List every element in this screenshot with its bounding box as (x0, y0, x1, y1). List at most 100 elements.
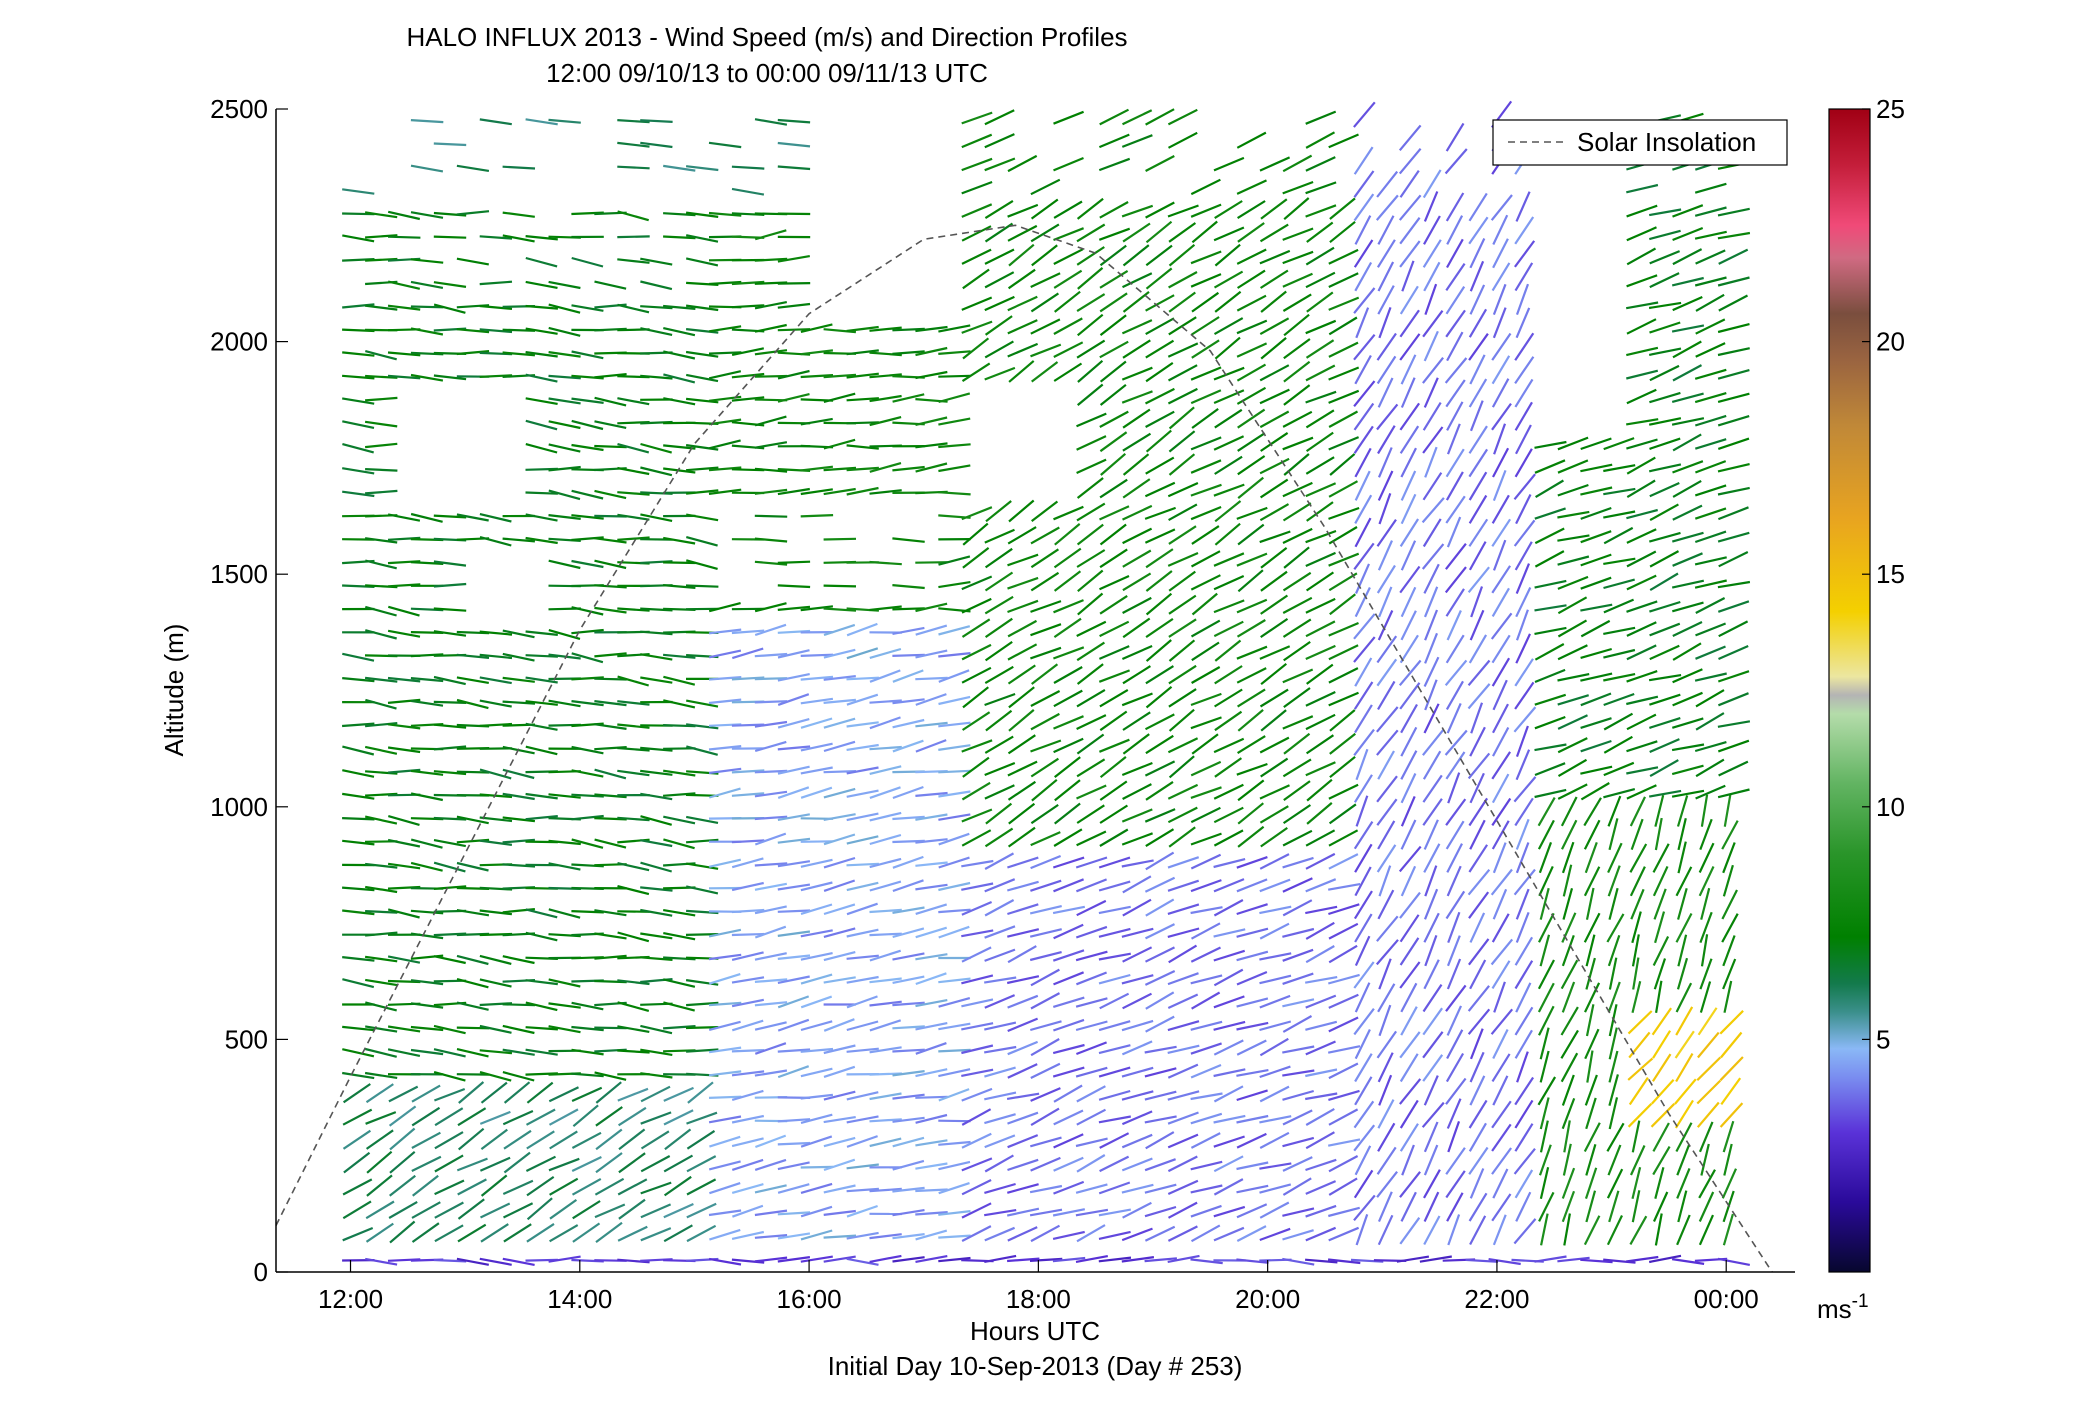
wind-barb (1214, 290, 1242, 313)
wind-barb (342, 490, 375, 498)
wind-barb (1305, 921, 1335, 940)
wind-barb (777, 118, 811, 124)
wind-barb (1354, 704, 1373, 734)
wind-barb (961, 296, 993, 311)
wind-barb (1121, 1183, 1154, 1194)
wind-barb (1328, 1089, 1360, 1101)
wind-barb (1563, 1213, 1571, 1246)
wind-barb (1305, 761, 1336, 777)
wind-barb (1399, 1053, 1419, 1083)
wind-barb (1353, 193, 1375, 222)
wind-barb (1306, 291, 1334, 313)
wind-barb (731, 629, 765, 635)
wind-barb (1469, 959, 1487, 990)
wind-barb (1305, 551, 1336, 568)
wind-barb (1121, 134, 1153, 148)
wind-barb (1236, 1089, 1268, 1102)
wind-barb (1626, 574, 1657, 591)
wind-barb (915, 649, 948, 659)
wind-barb (548, 303, 581, 314)
wind-barb (1283, 687, 1311, 708)
wind-barb (754, 925, 787, 939)
wind-barb (1671, 743, 1705, 752)
wind-barb (685, 444, 719, 451)
wind-barb (548, 374, 581, 380)
wind-barb (1557, 575, 1589, 590)
wind-barb (1328, 973, 1360, 985)
wind-barb (777, 282, 811, 285)
wind-barb (548, 1157, 580, 1172)
wind-barb (1400, 703, 1418, 734)
wind-barb (823, 487, 856, 496)
wind-barb (663, 1175, 692, 1197)
wind-barb (1697, 1031, 1720, 1059)
wind-barb (1561, 1074, 1575, 1106)
wind-barb (1053, 646, 1085, 660)
wind-barb (915, 883, 948, 891)
wind-barb (433, 142, 467, 147)
wind-barb (1720, 1031, 1743, 1059)
wind-barb (1007, 1111, 1039, 1125)
wind-barb (364, 815, 398, 825)
wind-barb (571, 628, 604, 635)
wind-barb (1282, 250, 1314, 265)
wind-barb (1377, 261, 1395, 292)
wind-barb (1190, 436, 1222, 451)
wind-barb (1695, 318, 1726, 335)
wind-barb (961, 829, 992, 847)
wind-barb (1075, 950, 1108, 962)
wind-barb (1190, 974, 1223, 985)
wind-barb (1098, 1208, 1131, 1217)
wind-barb (1446, 702, 1462, 734)
wind-barb (1329, 709, 1356, 732)
wind-barb (1236, 1021, 1269, 1031)
wind-barb (1168, 453, 1196, 476)
wind-barb (640, 956, 673, 961)
wind-barb (1377, 377, 1394, 408)
wind-barb (1378, 958, 1392, 990)
wind-barb (984, 994, 1016, 1009)
wind-barb (1514, 936, 1534, 966)
wind-barb (892, 975, 925, 984)
wind-barb (1167, 1155, 1198, 1173)
wind-barb (1376, 658, 1398, 687)
wind-barb (685, 933, 719, 936)
wind-barb (1672, 552, 1703, 567)
wind-barb (1099, 710, 1128, 732)
wind-barb (1144, 876, 1176, 893)
wind-barb (685, 304, 719, 312)
wind-barb (502, 1024, 535, 1035)
wind-barb (1490, 1008, 1514, 1035)
wind-barb (342, 722, 375, 728)
wind-barb (1672, 601, 1704, 613)
wind-barb (961, 157, 993, 172)
wind-barb (1236, 1069, 1269, 1077)
wind-barb (1190, 389, 1222, 405)
wind-barb (892, 584, 925, 590)
wind-barb (709, 1228, 741, 1241)
wind-barb (938, 790, 971, 798)
wind-barb (1354, 935, 1371, 967)
wind-barb (1399, 217, 1421, 245)
wind-barb (1076, 1108, 1107, 1126)
wind-barb (892, 1025, 925, 1030)
wind-barb (1515, 494, 1532, 525)
wind-barb (869, 745, 902, 751)
wind-barb (1353, 402, 1375, 431)
wind-barb (1213, 829, 1244, 847)
wind-barb (1167, 927, 1200, 938)
wind-barb (617, 536, 650, 541)
wind-barb (457, 1223, 487, 1243)
wind-barb (1076, 1154, 1106, 1173)
wind-barb (1282, 1207, 1315, 1217)
wind-barb (984, 109, 1015, 126)
wind-barb (846, 995, 878, 1009)
wind-barb (1305, 431, 1334, 453)
wind-barb (1054, 802, 1081, 825)
wind-barb (1328, 621, 1359, 637)
wind-barb (1718, 760, 1749, 777)
wind-barb (1721, 820, 1739, 850)
wind-barb (1282, 1015, 1313, 1033)
wind-barb (1538, 1191, 1555, 1222)
wind-barb (823, 675, 856, 681)
